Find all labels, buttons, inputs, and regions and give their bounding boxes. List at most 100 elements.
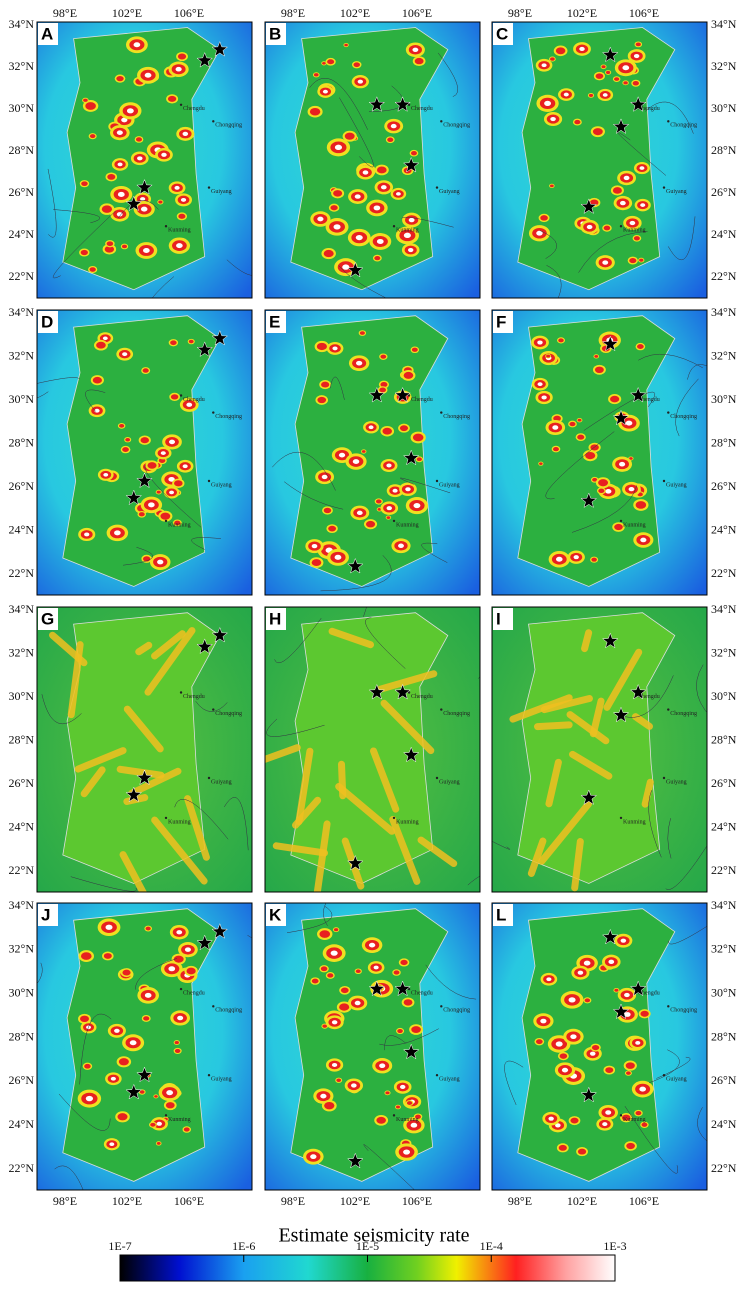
rate-blob-core bbox=[610, 395, 620, 403]
rate-blob-peak bbox=[368, 425, 374, 430]
rate-blob-core bbox=[321, 381, 330, 388]
letter-box bbox=[266, 311, 286, 333]
rate-blob-peak bbox=[412, 47, 419, 52]
rate-blob-peak bbox=[85, 1095, 94, 1102]
rate-blob-peak bbox=[117, 191, 125, 197]
rate-blob-peak bbox=[552, 425, 559, 430]
rate-blob-core bbox=[412, 433, 424, 442]
city-dot bbox=[407, 394, 411, 397]
earthquake-star bbox=[125, 786, 143, 803]
rate-blob-peak bbox=[556, 556, 563, 562]
rate-blob-peak bbox=[114, 1028, 120, 1033]
lat-tick-label: 28°N bbox=[9, 143, 35, 157]
boundary bbox=[47, 168, 57, 238]
earthquake-star bbox=[347, 261, 364, 278]
city-dot bbox=[440, 1005, 443, 1008]
rate-blob-core bbox=[403, 371, 414, 379]
rate-blob-core bbox=[188, 339, 194, 344]
rate-blob-core bbox=[107, 174, 116, 180]
boundary bbox=[52, 210, 116, 279]
lon-tick-label: 102°E bbox=[567, 6, 597, 20]
map-content: Chengdu Chongqing Guiyang Kunming bbox=[265, 22, 480, 298]
city-dot bbox=[662, 186, 666, 189]
rate-blob-core bbox=[85, 102, 96, 110]
map-panel: Chengdu Chongqing Guiyang Kunming A bbox=[36, 21, 253, 299]
rate-blob-core bbox=[327, 973, 334, 978]
earthquake-star bbox=[368, 386, 386, 403]
city-label: Kunming bbox=[168, 1117, 191, 1123]
boundary bbox=[266, 718, 325, 737]
city-label: Chengdu bbox=[183, 106, 205, 112]
rate-blob-core bbox=[333, 190, 343, 197]
rate-blob-core bbox=[553, 415, 561, 422]
lat-tick-label: 22°N bbox=[711, 1161, 737, 1175]
rate-blob-core bbox=[322, 61, 326, 65]
rate-blob-core bbox=[410, 151, 417, 156]
lat-tick-label: 26°N bbox=[711, 185, 737, 199]
rate-blob-peak bbox=[182, 131, 189, 136]
city-dot bbox=[407, 987, 411, 991]
lat-tick-label: 34°N bbox=[711, 305, 737, 319]
earthquake-star bbox=[125, 195, 143, 212]
rate-blob-core bbox=[80, 249, 88, 256]
panel-letter: E bbox=[269, 312, 280, 331]
rate-blob-core bbox=[386, 516, 391, 519]
rate-blob-core bbox=[311, 559, 322, 567]
map-content: Chengdu Chongqing Guiyang Kunming bbox=[37, 903, 252, 1190]
city-label: Chengdu bbox=[411, 106, 433, 112]
city-dot bbox=[667, 708, 670, 711]
lat-tick-label: 28°N bbox=[9, 732, 35, 746]
panel-frame bbox=[264, 902, 481, 1191]
city-label: Kunming bbox=[623, 522, 646, 528]
rate-blob-peak bbox=[331, 1062, 338, 1067]
rate-blob-core bbox=[170, 394, 179, 400]
city-label: Chengdu bbox=[183, 990, 205, 996]
rate-blob-core bbox=[160, 512, 171, 520]
rate-blob-core bbox=[629, 457, 633, 460]
rate-blob-peak bbox=[129, 1040, 137, 1046]
rate-blob-core bbox=[382, 427, 392, 435]
boundary bbox=[174, 799, 229, 840]
lat-tick-label: 34°N bbox=[711, 898, 737, 912]
rate-blob-core bbox=[319, 930, 331, 938]
rate-blob-peak bbox=[602, 93, 608, 97]
lat-tick-label: 32°N bbox=[9, 59, 35, 73]
city-dot bbox=[392, 225, 396, 228]
rate-blob-core bbox=[125, 437, 131, 442]
fault-band bbox=[569, 750, 613, 780]
city-dot bbox=[207, 776, 211, 780]
rate-blob-core bbox=[145, 926, 151, 931]
rate-blob-core bbox=[186, 967, 196, 975]
fault-band bbox=[272, 842, 329, 857]
panel-frame bbox=[491, 309, 708, 596]
rate-blob-peak bbox=[396, 192, 401, 196]
rate-blob-core bbox=[553, 446, 559, 452]
rate-blob-core bbox=[122, 447, 129, 452]
city-dot bbox=[164, 519, 168, 523]
rate-blob-core bbox=[558, 1144, 567, 1151]
boundary bbox=[492, 840, 511, 850]
rate-blob-core bbox=[411, 1026, 421, 1034]
fault-band bbox=[184, 795, 210, 861]
earthquake-star bbox=[402, 449, 420, 466]
rate-blob-core bbox=[585, 451, 596, 460]
rate-blob-core bbox=[387, 137, 394, 142]
lat-tick-label: 32°N bbox=[9, 645, 35, 659]
rate-blob-peak bbox=[586, 224, 593, 230]
rate-blob-peak bbox=[140, 206, 148, 212]
earthquake-star bbox=[394, 980, 411, 997]
rate-blob-core bbox=[411, 347, 418, 352]
city-dot bbox=[407, 691, 411, 694]
map-panel: Chengdu Chongqing Guiyang Kunming L bbox=[491, 902, 708, 1191]
lon-tick-label: 106°E bbox=[402, 6, 432, 20]
rate-blob-core bbox=[116, 75, 124, 82]
city-label: Guiyang bbox=[439, 1077, 460, 1083]
rate-blob-peak bbox=[342, 264, 350, 270]
rate-blob-peak bbox=[624, 1012, 631, 1017]
rate-blob-peak bbox=[144, 992, 152, 998]
rate-blob-core bbox=[150, 1122, 156, 1127]
fault-band bbox=[641, 778, 654, 808]
earthquake-star bbox=[125, 1083, 143, 1100]
lat-tick-label: 22°N bbox=[9, 566, 35, 580]
letter-box bbox=[38, 311, 58, 333]
